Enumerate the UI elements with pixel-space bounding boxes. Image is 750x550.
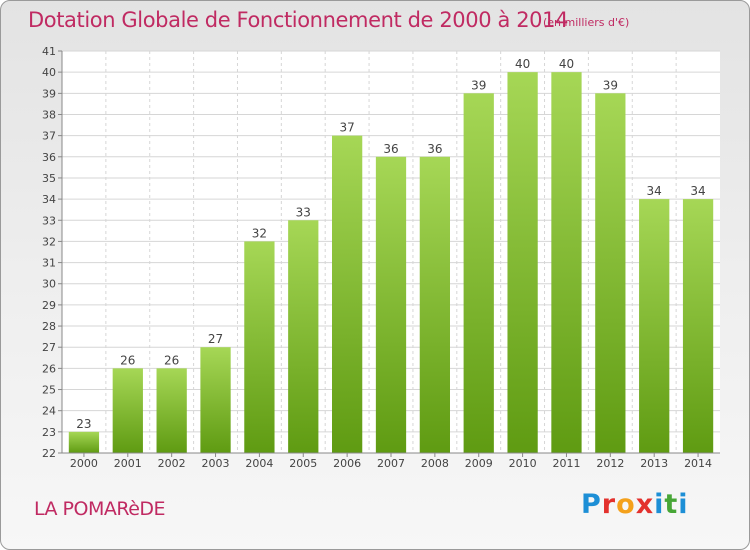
data-label: 27 xyxy=(208,332,223,346)
x-tick-label: 2012 xyxy=(596,457,624,470)
data-label: 34 xyxy=(647,184,662,198)
bar xyxy=(682,199,714,453)
data-label: 39 xyxy=(471,78,486,92)
bar xyxy=(156,368,187,453)
bar xyxy=(463,93,494,453)
bar xyxy=(331,135,363,453)
logo-letter: P xyxy=(581,489,602,520)
chart-title: Dotation Globale de Fonctionnement de 20… xyxy=(28,8,569,32)
y-tick-label: 32 xyxy=(42,235,56,248)
data-label: 32 xyxy=(252,226,267,240)
data-label: 40 xyxy=(515,57,530,71)
y-tick-label: 39 xyxy=(42,87,56,100)
data-label: 26 xyxy=(164,353,179,367)
x-tick-label: 2010 xyxy=(509,457,537,470)
bar xyxy=(507,72,538,453)
bar xyxy=(112,368,143,453)
logo-letter: i xyxy=(654,489,665,520)
y-tick-label: 37 xyxy=(42,130,56,143)
y-tick-label: 27 xyxy=(42,341,56,354)
bar xyxy=(375,156,407,453)
x-tick-label: 2013 xyxy=(640,457,668,470)
x-tick-label: 2005 xyxy=(289,457,317,470)
bar xyxy=(595,93,626,453)
data-label: 26 xyxy=(120,353,135,367)
bar xyxy=(551,72,582,453)
y-tick-label: 28 xyxy=(42,320,56,333)
y-tick-label: 36 xyxy=(42,151,56,164)
x-tick-label: 2003 xyxy=(202,457,230,470)
logo-letter: t xyxy=(664,489,679,520)
chart-unit: (en milliers d'€) xyxy=(543,16,630,29)
bar xyxy=(419,156,451,453)
bar xyxy=(288,220,319,453)
y-tick-label: 30 xyxy=(42,278,56,291)
y-tick-label: 29 xyxy=(42,299,56,312)
y-tick-label: 24 xyxy=(42,405,56,418)
y-tick-label: 31 xyxy=(42,257,56,270)
x-tick-label: 2000 xyxy=(70,457,98,470)
logo-letter: x xyxy=(635,489,655,520)
bar xyxy=(68,431,100,453)
y-tick-label: 26 xyxy=(42,362,56,375)
y-tick-label: 33 xyxy=(42,214,56,227)
y-tick-label: 35 xyxy=(42,172,56,185)
data-label: 37 xyxy=(339,121,354,135)
x-tick-label: 2008 xyxy=(421,457,449,470)
place-name: LA POMARèDE xyxy=(34,498,166,520)
x-tick-label: 2001 xyxy=(114,457,142,470)
x-tick-label: 2007 xyxy=(377,457,405,470)
bar xyxy=(639,199,670,453)
data-label: 36 xyxy=(427,142,442,156)
logo-letter: i xyxy=(678,489,689,520)
x-tick-label: 2014 xyxy=(684,457,712,470)
y-tick-label: 40 xyxy=(42,66,56,79)
y-tick-label: 25 xyxy=(42,384,56,397)
x-tick-label: 2002 xyxy=(158,457,186,470)
data-label: 36 xyxy=(383,142,398,156)
x-tick-label: 2009 xyxy=(465,457,493,470)
x-tick-label: 2006 xyxy=(333,457,361,470)
y-tick-label: 34 xyxy=(42,193,56,206)
data-label: 33 xyxy=(296,205,311,219)
data-label: 34 xyxy=(690,184,705,198)
x-tick-label: 2004 xyxy=(245,457,273,470)
data-label: 39 xyxy=(603,78,618,92)
bar xyxy=(200,347,231,453)
logo-letter: r xyxy=(601,489,617,520)
y-tick-label: 38 xyxy=(42,108,56,121)
x-tick-label: 2011 xyxy=(552,457,580,470)
data-label: 40 xyxy=(559,57,574,71)
y-tick-label: 41 xyxy=(42,45,56,58)
logo-letter: o xyxy=(616,489,636,520)
proxiti-logo: Proxiti xyxy=(581,489,689,520)
data-label: 23 xyxy=(76,417,91,431)
bar xyxy=(244,241,275,453)
y-tick-label: 22 xyxy=(42,447,56,460)
y-tick-label: 23 xyxy=(42,426,56,439)
